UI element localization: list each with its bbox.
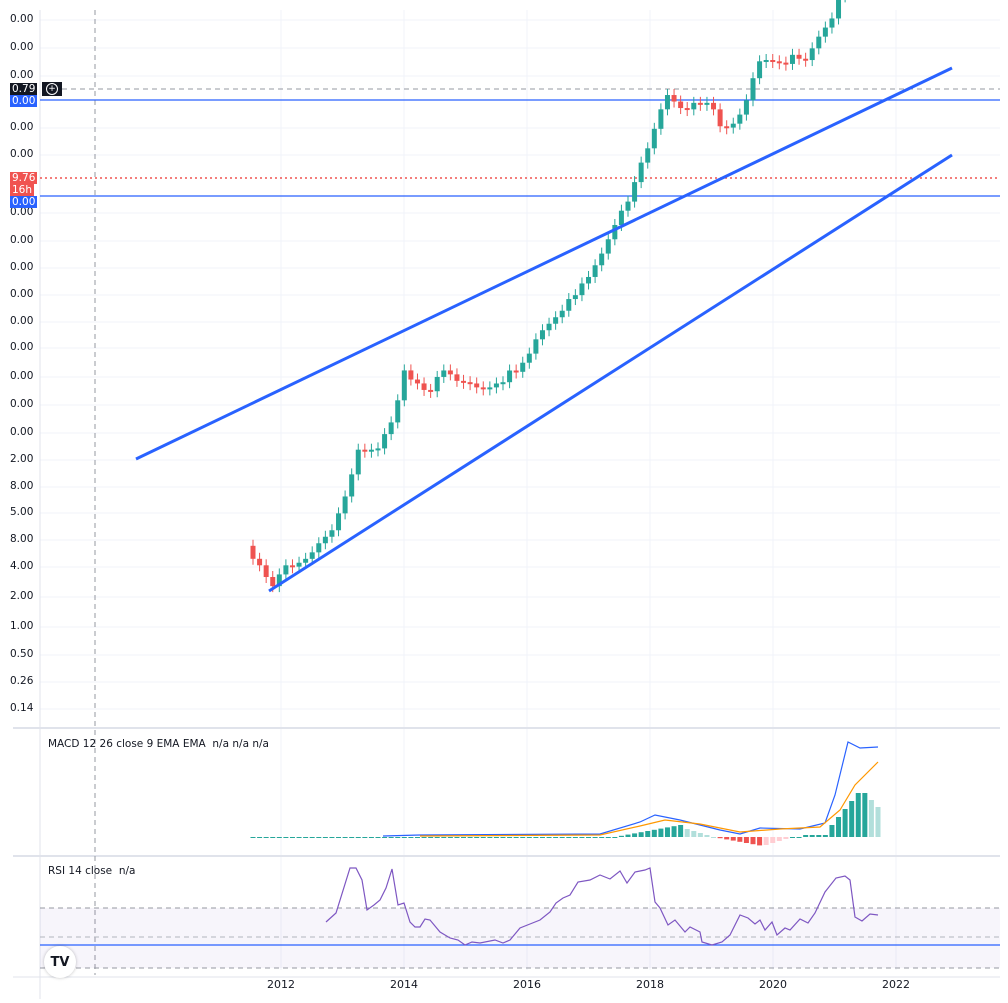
price-axis-label: 0.00 [10, 315, 34, 327]
price-axis-label: 0.00 [10, 206, 34, 218]
price-axis-label: 0.00 [10, 426, 34, 438]
price-axis-label: 0.00 [10, 398, 34, 410]
rsi-legend[interactable]: RSI 14 close n/a [48, 865, 135, 877]
macd-title: MACD 12 26 close 9 EMA EMA [48, 738, 206, 750]
price-axis-label: 0.00 [10, 288, 34, 300]
lower-hline-price-tag: 0.00 [10, 196, 38, 208]
price-axis-label: 0.50 [10, 648, 34, 660]
upper-hline-price-tag: 0.00 [10, 95, 38, 107]
price-axis-label: 1.00 [10, 620, 34, 632]
add-alert-button[interactable]: + [42, 82, 62, 96]
price-axis-label: 0.26 [10, 675, 34, 687]
price-axis-label: 0.14 [10, 702, 34, 714]
price-axis-label: 4.00 [10, 560, 34, 572]
price-axis-label: 0.00 [10, 341, 34, 353]
price-axis-label: 0.00 [10, 69, 34, 81]
time-label-2018: 2018 [636, 978, 664, 991]
crosshair-price-tag: 0.79 [10, 83, 38, 95]
macd-legend[interactable]: MACD 12 26 close 9 EMA EMA n/a n/a n/a [48, 738, 269, 750]
price-axis-label: 0.00 [10, 41, 34, 53]
macd-value-3: n/a [252, 738, 269, 750]
time-label-2022: 2022 [882, 978, 910, 991]
macd-value-2: n/a [232, 738, 250, 750]
price-axis-label: 0.00 [10, 13, 34, 25]
rsi-title: RSI 14 close [48, 865, 113, 877]
tradingview-logo[interactable]: TV [44, 946, 76, 978]
price-axis-label: 5.00 [10, 506, 34, 518]
macd-value-1: n/a [212, 738, 230, 750]
plus-icon: + [46, 83, 58, 95]
time-label-2012: 2012 [267, 978, 295, 991]
price-axis-label: 0.00 [10, 370, 34, 382]
price-axis-label: 2.00 [10, 590, 34, 602]
price-axis-label: 2.00 [10, 453, 34, 465]
time-label-2020: 2020 [759, 978, 787, 991]
price-axis-label: 0.00 [10, 261, 34, 273]
time-label-2016: 2016 [513, 978, 541, 991]
countdown-tag: 16h [10, 184, 35, 196]
price-axis-label: 8.00 [10, 480, 34, 492]
last-price-tag: 9.76 [10, 172, 38, 184]
price-axis-label: 8.00 [10, 533, 34, 545]
price-axis-label: 0.00 [10, 234, 34, 246]
price-axis-label: 0.00 [10, 148, 34, 160]
rsi-value: n/a [118, 865, 136, 877]
time-label-2014: 2014 [390, 978, 418, 991]
price-axis-label: 0.00 [10, 121, 34, 133]
